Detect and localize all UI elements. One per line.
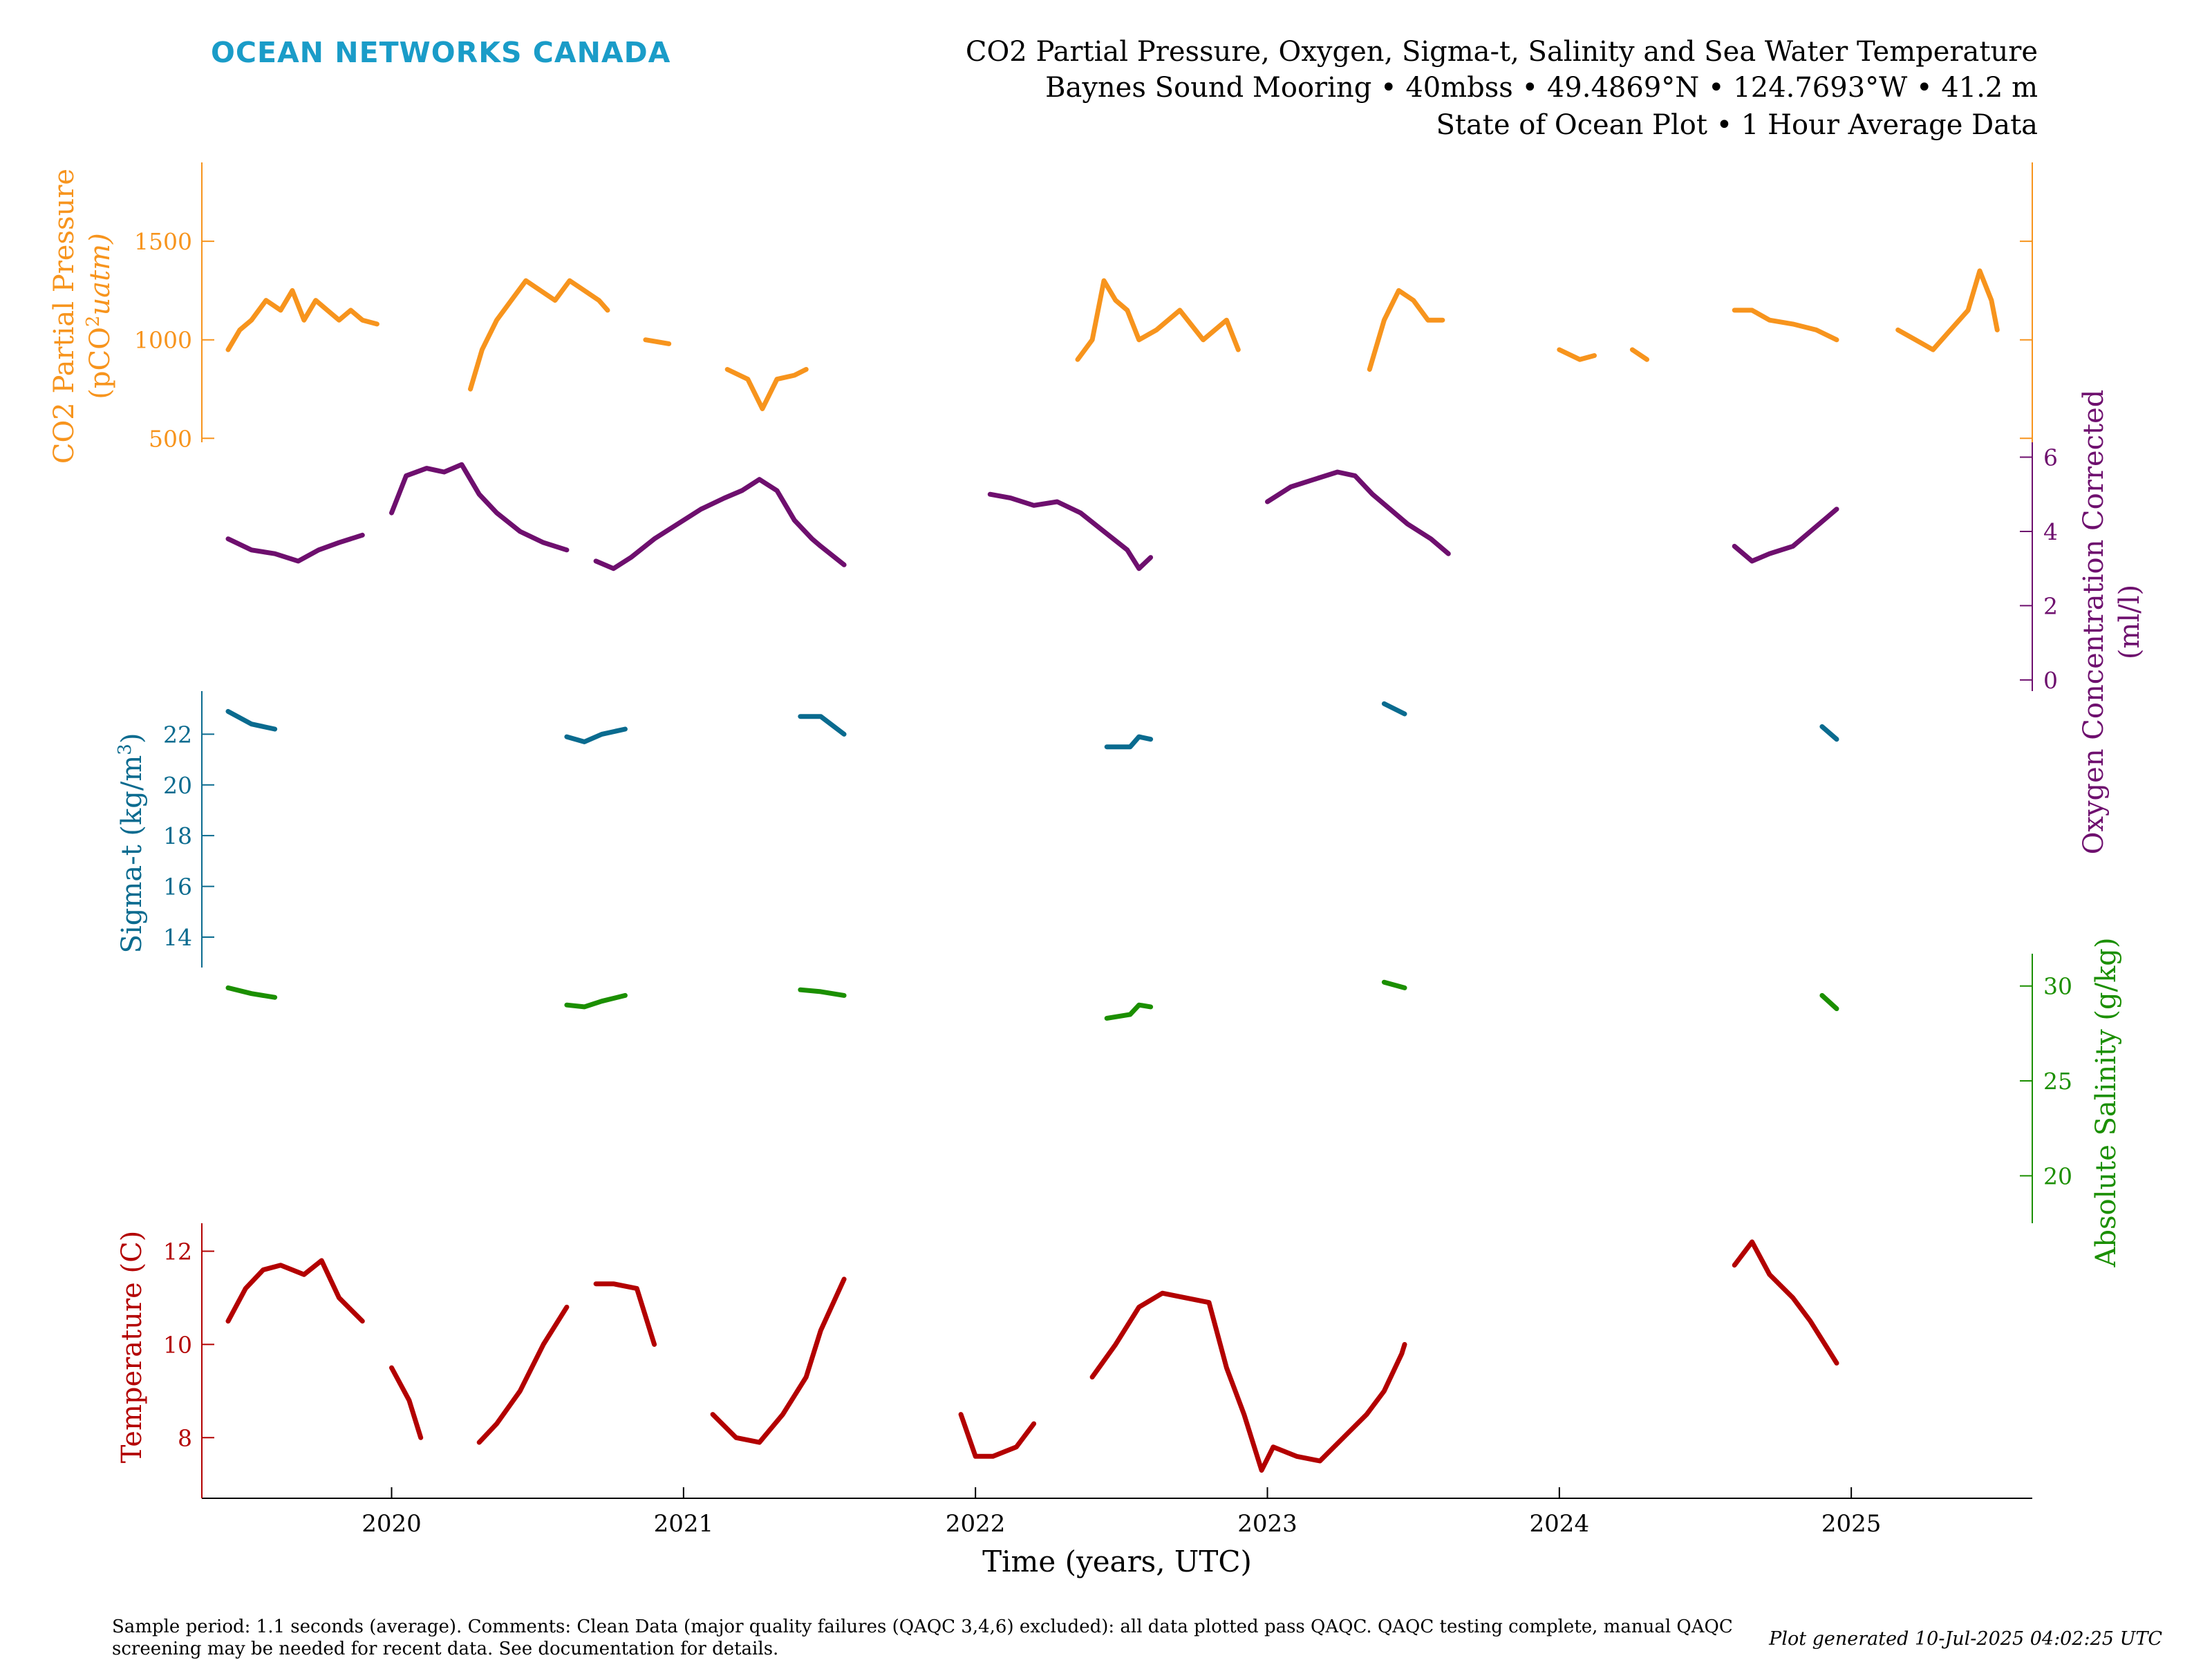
plot-generated-timestamp: Plot generated 10-Jul-2025 04:02:25 UTC xyxy=(1769,1628,2162,1650)
x-tick-label: 2020 xyxy=(362,1510,422,1538)
salinity-series-line xyxy=(1381,979,1407,990)
co2-y-axis-label-units: (pCO2uatm) xyxy=(83,233,116,399)
oxygen-y-axis-label-units: (ml/l) xyxy=(2114,585,2146,659)
temperature-series-line xyxy=(958,1412,1037,1459)
salinity-series-line xyxy=(564,992,628,1010)
salinity-y-tick-label: 20 xyxy=(2043,1162,2072,1189)
temperature-panel: 8 10 12 Temperature (C) xyxy=(116,1223,1839,1498)
chart-subtitle-plot-type: State of Ocean Plot • 1 Hour Average Dat… xyxy=(1436,109,2038,141)
co2-series-line xyxy=(225,287,379,352)
co2-y-axis-label: CO2 Partial Pressure xyxy=(48,169,80,464)
sigma-y-tick-label: 16 xyxy=(163,874,192,900)
oxygen-series-line xyxy=(987,491,1154,572)
co2-y-tick-label: 500 xyxy=(149,425,192,452)
oxygen-series-line xyxy=(389,462,570,553)
chart-subtitle-location: Baynes Sound Mooring • 40mbss • 49.4869°… xyxy=(1045,72,2038,104)
salinity-y-tick-label: 30 xyxy=(2043,973,2072,1000)
sigma-series-line xyxy=(225,708,278,732)
co2-series-line xyxy=(724,367,809,411)
oxygen-y-tick-label: 2 xyxy=(2043,592,2058,619)
temperature-series-line xyxy=(1089,1290,1407,1473)
oxygen-series-line xyxy=(225,532,365,564)
sigma-y-axis-label: Sigma-t (kg/m3) xyxy=(115,733,148,954)
oxygen-y-tick-label: 6 xyxy=(2043,444,2058,471)
sigma-y-tick-label: 20 xyxy=(163,772,192,799)
sigma-series-line xyxy=(1819,724,1839,742)
temperature-series-line xyxy=(476,1304,570,1445)
co2-series-line xyxy=(1367,287,1445,372)
ocean-networks-canada-logo: OCEAN NETWORKS CANADA xyxy=(211,36,671,69)
sigma-series-line xyxy=(1104,734,1154,750)
co2-series-line xyxy=(468,278,610,392)
salinity-panel: 20 25 30 Absolute Salinity (g/kg) xyxy=(225,937,2122,1268)
salinity-series-line xyxy=(798,987,847,998)
co2-series-line xyxy=(1629,347,1649,362)
sigma-y-tick-label: 18 xyxy=(163,822,192,849)
salinity-series-line xyxy=(225,985,278,1000)
salinity-y-tick-label: 25 xyxy=(2043,1068,2072,1095)
x-tick-label: 2023 xyxy=(1237,1510,1297,1538)
x-tick-label: 2024 xyxy=(1530,1510,1590,1538)
co2-panel: 500 1000 1500 CO2 Partial Pressure (pCO2uatm… xyxy=(48,162,2033,464)
oxygen-series-line xyxy=(1265,469,1451,556)
oxygen-y-tick-label: 4 xyxy=(2043,518,2058,545)
oxygen-series-line xyxy=(593,477,847,572)
x-axis-label: Time (years, UTC) xyxy=(982,1545,1252,1578)
salinity-series-line xyxy=(1819,992,1839,1012)
co2-series-line xyxy=(643,337,672,346)
temperature-series-line xyxy=(710,1276,847,1445)
chart-title: CO2 Partial Pressure, Oxygen, Sigma-t, S… xyxy=(965,36,2038,68)
salinity-series-line xyxy=(1104,1002,1154,1021)
temperature-series-line xyxy=(1732,1239,1839,1366)
co2-series-line xyxy=(1895,268,2000,352)
sigma-y-tick-label: 22 xyxy=(163,721,192,748)
co2-series-line xyxy=(1075,278,1241,362)
x-tick-label: 2021 xyxy=(654,1510,714,1538)
sigma-panel: 14 16 18 20 22 Sigma-t (kg/m3) xyxy=(115,691,1839,968)
co2-y-tick-label: 1000 xyxy=(134,327,192,354)
oxygen-y-tick-label: 0 xyxy=(2043,667,2058,694)
temperature-y-axis-label: Temperature (C) xyxy=(116,1231,148,1464)
sigma-series-line xyxy=(1381,701,1407,717)
x-tick-label: 2025 xyxy=(1821,1510,1882,1538)
oxygen-series-line xyxy=(1732,507,1839,564)
co2-y-tick-label: 1500 xyxy=(134,228,192,255)
footer-note: Sample period: 1.1 seconds (average). Co… xyxy=(112,1616,1733,1659)
sigma-series-line xyxy=(798,714,847,737)
sigma-series-line xyxy=(564,726,628,744)
temperature-y-tick-label: 12 xyxy=(163,1238,192,1265)
oxygen-panel: 0 2 4 6 Oxygen Concentration Corrected (ml/l) xyxy=(225,390,2146,855)
co2-series-line xyxy=(1557,347,1597,362)
temperature-series-line xyxy=(225,1258,365,1324)
co2-series-line xyxy=(1732,308,1839,343)
temperature-series-line xyxy=(389,1365,424,1440)
oxygen-y-axis-label: Oxygen Concentration Corrected xyxy=(2078,390,2110,855)
salinity-y-axis-label: Absolute Salinity (g/kg) xyxy=(2090,937,2122,1267)
temperature-y-tick-label: 10 xyxy=(163,1331,192,1358)
sigma-y-tick-label: 14 xyxy=(163,924,192,951)
temperature-y-tick-label: 8 xyxy=(178,1424,192,1451)
x-tick-label: 2022 xyxy=(946,1510,1006,1538)
temperature-series-line xyxy=(593,1281,657,1347)
